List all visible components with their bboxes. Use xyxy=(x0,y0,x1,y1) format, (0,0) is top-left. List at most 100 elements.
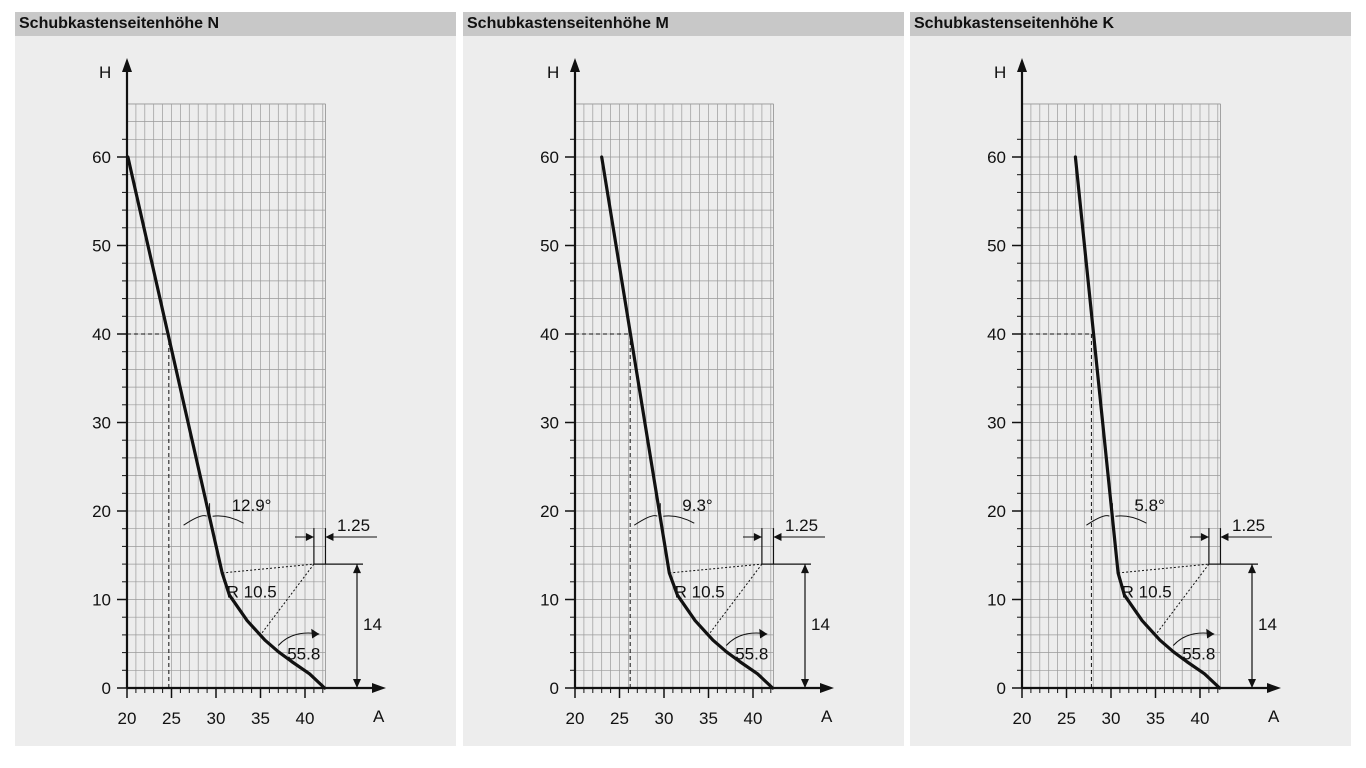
angle-top-label: 9.3° xyxy=(682,496,712,515)
y-axis-label: H xyxy=(547,63,559,82)
offset-label: 1.25 xyxy=(785,516,818,535)
construction-line xyxy=(1118,563,1209,574)
angle-top-label: 12.9° xyxy=(232,496,272,515)
y-tick-label: 20 xyxy=(540,502,559,521)
chart-panel-k: Schubkastenseitenhöhe K H A 0 10 20 30 40 50 60 2… xyxy=(910,12,1351,746)
x-tick-label: 35 xyxy=(251,709,270,728)
offset-label: 1.25 xyxy=(337,516,370,535)
angle-arc xyxy=(1115,515,1147,524)
y-axis-arrow xyxy=(1017,58,1027,72)
y-tick-label: 20 xyxy=(92,502,111,521)
chart-panel-n: Schubkastenseitenhöhe N H A 0 10 20 30 40 50 60 2… xyxy=(15,12,456,746)
x-tick-label: 30 xyxy=(207,709,226,728)
height-arrowhead xyxy=(801,564,809,574)
angle-arrowhead-bottom xyxy=(311,628,320,639)
y-axis-arrow xyxy=(122,58,132,72)
y-tick-label: 0 xyxy=(550,679,559,698)
angle-bottom-label: 55.8 xyxy=(287,645,320,664)
y-tick-label: 30 xyxy=(540,414,559,433)
offset-arrowhead xyxy=(1200,533,1209,541)
y-tick-label: 40 xyxy=(540,325,559,344)
y-tick-label: 60 xyxy=(92,148,111,167)
height-label: 14 xyxy=(363,615,382,634)
height-label: 14 xyxy=(811,615,830,634)
radius-label: R 10.5 xyxy=(675,583,725,602)
chart-svg: H A 0 10 20 30 40 50 60 20 25 30 35 40 1.25 14 12.9° R 10… xyxy=(92,58,386,728)
chart-panel-m: Schubkastenseitenhöhe M H A 0 10 20 30 40 50 60 2… xyxy=(463,12,904,746)
offset-arrowhead xyxy=(1220,533,1229,541)
y-tick-label: 0 xyxy=(102,679,111,698)
height-arrowhead xyxy=(1248,679,1256,688)
construction-line xyxy=(1155,563,1210,636)
construction-line xyxy=(260,563,315,636)
angle-bottom-label: 55.8 xyxy=(1182,645,1215,664)
x-axis-arrow xyxy=(372,683,386,693)
chart-svg: H A 0 10 20 30 40 50 60 20 25 30 35 40 1.25 14 9.3° R 10.… xyxy=(540,58,834,728)
chart-title: Schubkastenseitenhöhe K xyxy=(910,12,1351,36)
x-axis-label: A xyxy=(1268,707,1280,726)
angle-arc xyxy=(1086,515,1110,526)
angle-bottom-label: 55.8 xyxy=(735,645,768,664)
x-tick-label: 25 xyxy=(162,709,181,728)
y-tick-label: 50 xyxy=(540,237,559,256)
height-arrowhead xyxy=(353,564,361,574)
y-tick-label: 60 xyxy=(987,148,1006,167)
x-tick-label: 25 xyxy=(1057,709,1076,728)
construction-line xyxy=(669,563,762,574)
height-arrowhead xyxy=(801,679,809,688)
y-axis-label: H xyxy=(994,63,1006,82)
y-tick-label: 10 xyxy=(987,591,1006,610)
angle-arrowhead-bottom xyxy=(1206,628,1215,639)
height-arrowhead xyxy=(353,679,361,688)
construction-line xyxy=(708,563,763,636)
offset-arrowhead xyxy=(305,533,314,541)
x-tick-label: 30 xyxy=(1102,709,1121,728)
chart-svg: H A 0 10 20 30 40 50 60 20 25 30 35 40 1.25 14 5.8° R 10.… xyxy=(987,58,1281,728)
y-tick-label: 0 xyxy=(997,679,1006,698)
offset-arrowhead xyxy=(325,533,334,541)
angle-top-label: 5.8° xyxy=(1134,496,1164,515)
offset-arrowhead xyxy=(773,533,782,541)
y-tick-label: 40 xyxy=(92,325,111,344)
x-axis-arrow xyxy=(1267,683,1281,693)
x-tick-label: 20 xyxy=(118,709,137,728)
offset-label: 1.25 xyxy=(1232,516,1265,535)
y-tick-label: 50 xyxy=(92,237,111,256)
x-axis-label: A xyxy=(821,707,833,726)
y-tick-label: 60 xyxy=(540,148,559,167)
radius-label: R 10.5 xyxy=(227,583,277,602)
x-tick-label: 35 xyxy=(699,709,718,728)
angle-arc xyxy=(633,515,658,526)
y-axis-arrow xyxy=(570,58,580,72)
x-axis-label: A xyxy=(373,707,385,726)
y-tick-label: 30 xyxy=(92,414,111,433)
x-tick-label: 20 xyxy=(566,709,585,728)
angle-arc xyxy=(663,515,695,524)
x-tick-label: 40 xyxy=(744,709,763,728)
series-line xyxy=(126,155,327,690)
y-tick-label: 40 xyxy=(987,325,1006,344)
offset-arrowhead xyxy=(753,533,762,541)
chart-title: Schubkastenseitenhöhe N xyxy=(15,12,456,36)
y-tick-label: 30 xyxy=(987,414,1006,433)
y-tick-label: 20 xyxy=(987,502,1006,521)
x-tick-label: 20 xyxy=(1013,709,1032,728)
x-axis-arrow xyxy=(820,683,834,693)
angle-arc xyxy=(212,515,244,524)
x-tick-label: 40 xyxy=(296,709,315,728)
radius-label: R 10.5 xyxy=(1122,583,1172,602)
height-arrowhead xyxy=(1248,564,1256,574)
series-line xyxy=(1073,155,1222,690)
chart-title: Schubkastenseitenhöhe M xyxy=(463,12,904,36)
y-tick-label: 50 xyxy=(987,237,1006,256)
construction-line xyxy=(222,563,314,574)
angle-arrowhead-bottom xyxy=(759,628,768,639)
x-tick-label: 30 xyxy=(655,709,674,728)
y-tick-label: 10 xyxy=(92,591,111,610)
x-tick-label: 40 xyxy=(1191,709,1210,728)
series-line xyxy=(600,155,775,690)
x-tick-label: 35 xyxy=(1146,709,1165,728)
angle-arc xyxy=(183,515,207,526)
y-axis-label: H xyxy=(99,63,111,82)
x-tick-label: 25 xyxy=(610,709,629,728)
